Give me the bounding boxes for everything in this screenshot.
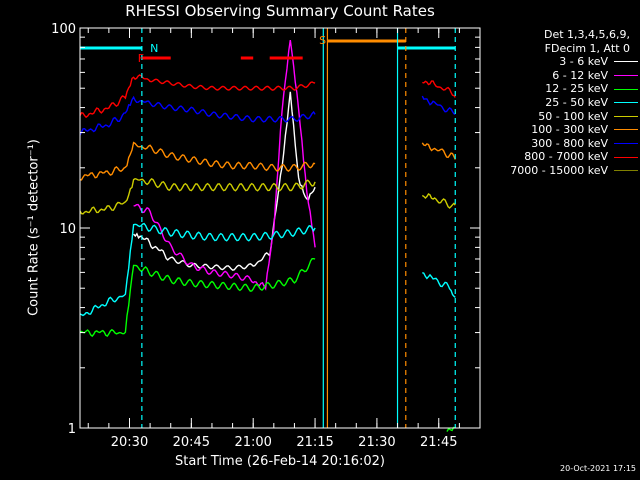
legend-swatch [614, 143, 638, 145]
series-line-100-300keV [79, 141, 316, 181]
series-line-12-25keV [79, 258, 316, 338]
legend-label: 50 - 100 keV [538, 109, 608, 123]
axes-frame [79, 27, 481, 429]
legend-label: 100 - 300 keV [531, 123, 608, 137]
legend-entry: 100 - 300 keV [484, 123, 638, 137]
legend-entries: 3 - 6 keV 6 - 12 keV 12 - 25 keV 25 - 50 ke… [484, 55, 638, 177]
x-tick-label: 21:30 [358, 435, 395, 450]
legend-entry: 3 - 6 keV [484, 55, 638, 69]
tick-labels: 20:30 20:45 21:00 21:15 21:30 21:45 1 10 100 [51, 22, 457, 450]
series-line-800-7000keV [79, 74, 316, 119]
x-axis-label: Start Time (26-Feb-14 20:16:02) [175, 454, 385, 469]
x-tick-label: 20:45 [173, 435, 210, 450]
annotations: NF S [138, 34, 326, 65]
flag-bars [80, 39, 456, 60]
series-line-300-800keV [421, 95, 456, 116]
legend-label: 6 - 12 keV [552, 68, 608, 82]
x-tick-label: 21:00 [234, 435, 271, 450]
legend-entry: 50 - 100 keV [484, 110, 638, 124]
series-line-800-7000keV [422, 80, 456, 98]
legend-swatch [614, 170, 638, 172]
x-tick-label: 20:30 [111, 435, 148, 450]
legend-swatch [614, 156, 638, 158]
vertical-markers [141, 28, 456, 428]
legend-label: 300 - 800 keV [531, 136, 608, 150]
y-tick-label: 10 [59, 222, 76, 237]
legend-label: 3 - 6 keV [559, 55, 608, 69]
series-line-25-50keV [79, 222, 316, 317]
chart-title: RHESSI Observing Summary Count Rates [125, 2, 435, 20]
legend-swatch [614, 61, 638, 63]
legend-entry: 25 - 50 keV [484, 96, 638, 110]
timestamp: 20-Oct-2021 17:15 [560, 464, 636, 473]
legend-swatch [614, 129, 638, 131]
y-tick-label: 1 [68, 422, 76, 437]
series-line-6-12keV [133, 40, 316, 291]
legend-swatch [614, 115, 638, 117]
series-line-300-800keV [79, 95, 316, 136]
legend-entry: 6 - 12 keV [484, 69, 638, 83]
x-tick-label: 21:15 [296, 435, 333, 450]
flag-label-F: F [138, 52, 144, 65]
legend-entry: 300 - 800 keV [484, 137, 638, 151]
x-tick-label: 21:45 [420, 435, 457, 450]
legend-header-line-1: Det 1,3,4,5,6,9, [543, 28, 630, 41]
y-tick-label: 100 [51, 22, 76, 37]
legend-entry: 800 - 7000 keV [484, 150, 638, 164]
legend-swatch [614, 88, 638, 90]
legend: Det 1,3,4,5,6,9, FDecim 1, Att 0 3 - 6 k… [484, 28, 638, 178]
legend-swatch [614, 102, 638, 104]
legend-label: 800 - 7000 keV [524, 150, 608, 164]
series-line-25-50keV [422, 272, 456, 298]
legend-label: 7000 - 15000 keV [510, 163, 608, 177]
series-line-50-100keV [79, 177, 316, 215]
legend-label: 12 - 25 keV [545, 82, 608, 96]
legend-header-line-2: FDecim 1, Att 0 [544, 41, 630, 55]
legend-swatch [614, 75, 638, 77]
legend-entry: 7000 - 15000 keV [484, 164, 638, 178]
flag-label-S: S [319, 34, 326, 47]
series-line-3-6keV [133, 91, 316, 271]
series-line-100-300keV [421, 142, 456, 160]
series-lines [79, 40, 456, 432]
series-line-50-100keV [421, 193, 456, 209]
y-axis-label: Count Rate (s⁻¹ detector⁻¹) [26, 139, 42, 316]
flag-label-N: N [150, 42, 158, 55]
legend-entry: 12 - 25 keV [484, 82, 638, 96]
legend-label: 25 - 50 keV [545, 95, 608, 109]
